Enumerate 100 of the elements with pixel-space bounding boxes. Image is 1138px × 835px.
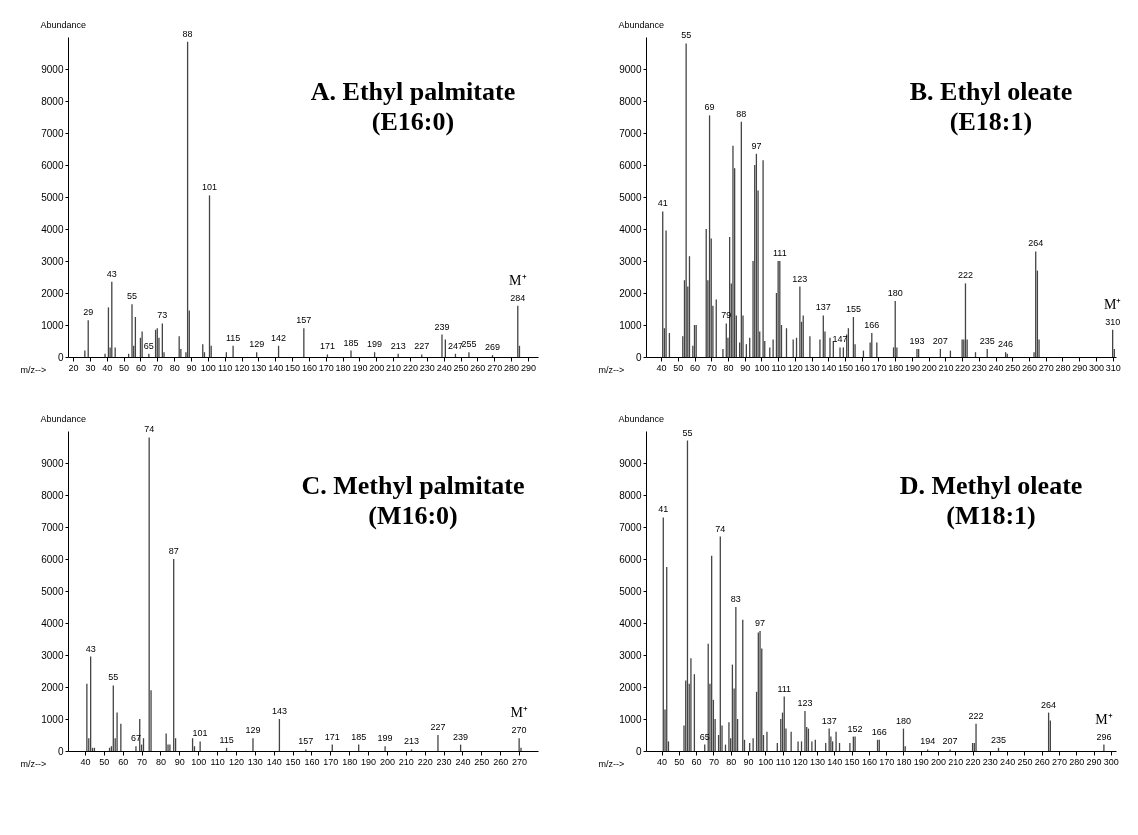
x-tick-label: 170 <box>879 756 895 767</box>
x-tick-label: 150 <box>838 362 854 373</box>
x-tick-label: 160 <box>301 362 317 373</box>
y-tick-label: 8000 <box>41 95 64 107</box>
y-tick-label: 1000 <box>41 713 64 725</box>
annotation: 74 <box>144 424 155 435</box>
annotation: 227 <box>414 341 430 352</box>
y-tick-label: 5000 <box>41 191 64 203</box>
x-tick-label: 300 <box>1088 362 1104 373</box>
y-tick-label: 4000 <box>41 617 64 629</box>
annotation: 43 <box>85 643 96 654</box>
x-tick-label: 130 <box>247 756 263 767</box>
x-axis-title: m/z--> <box>20 758 47 769</box>
x-tick-label: 230 <box>982 756 998 767</box>
annotation: 264 <box>1028 238 1044 249</box>
x-tick-label: 250 <box>1017 756 1033 767</box>
annotation: 222 <box>968 710 984 721</box>
annotation: 270 <box>511 725 527 736</box>
x-tick-label: 290 <box>1086 756 1102 767</box>
text: A. Ethyl palmitate <box>310 77 516 106</box>
annotation: 194 <box>920 736 936 747</box>
x-tick-label: 70 <box>137 756 148 767</box>
annotation: 171 <box>319 341 335 352</box>
x-tick-label: 250 <box>474 756 490 767</box>
y-tick-label: 5000 <box>41 585 64 597</box>
x-tick-label: 200 <box>931 756 947 767</box>
annotation: 88 <box>736 108 747 119</box>
y-tick-label: 8000 <box>619 95 642 107</box>
x-tick-label: 260 <box>493 756 509 767</box>
annotation: 239 <box>453 731 469 742</box>
x-tick-label: 280 <box>504 362 520 373</box>
annotation: 296 <box>1096 731 1112 742</box>
x-tick-label: 240 <box>436 362 452 373</box>
text: (M18:1) <box>946 501 1036 530</box>
y-tick-label: 3000 <box>619 255 642 267</box>
annotation: 55 <box>127 291 138 302</box>
x-tick-label: 60 <box>135 362 146 373</box>
x-tick-label: 250 <box>453 362 469 373</box>
y-tick-label: 8000 <box>41 489 64 501</box>
x-tick-label: 220 <box>417 756 433 767</box>
y-tick-label: 2000 <box>619 681 642 693</box>
x-tick-label: 210 <box>398 756 414 767</box>
x-tick-label: 180 <box>335 362 351 373</box>
x-tick-label: 250 <box>1005 362 1021 373</box>
annotation: 111 <box>772 248 787 258</box>
annotation: 69 <box>704 102 715 113</box>
x-tick-label: 70 <box>152 362 163 373</box>
annotation: 166 <box>871 726 887 737</box>
x-tick-label: 190 <box>352 362 368 373</box>
x-tick-label: 70 <box>706 362 717 373</box>
x-tick-label: 160 <box>304 756 320 767</box>
x-tick-label: 120 <box>228 756 245 767</box>
annotation: 180 <box>895 715 911 726</box>
x-tick-label: 210 <box>948 756 964 767</box>
x-tick-label: 200 <box>369 362 385 373</box>
annotation: 143 <box>271 706 287 716</box>
y-tick-label: 3000 <box>619 649 642 661</box>
annotation: 137 <box>815 302 831 313</box>
x-tick-label: 260 <box>1034 756 1050 767</box>
x-tick-label: 100 <box>758 756 774 767</box>
annotation: 235 <box>979 336 995 346</box>
annotation: 264 <box>1041 699 1057 710</box>
x-tick-label: 290 <box>1072 362 1088 373</box>
y-axis-title: Abundance <box>40 413 87 424</box>
x-tick-label: 180 <box>888 362 904 373</box>
x-tick-label: 190 <box>904 362 920 373</box>
x-tick-label: 150 <box>285 756 301 767</box>
annotation: 255 <box>461 339 477 350</box>
y-tick-label: 9000 <box>619 457 642 469</box>
x-tick-label: 140 <box>827 756 843 767</box>
y-tick-label: 4000 <box>619 617 642 629</box>
annotation: M⁺ <box>510 705 528 721</box>
annotation: 235 <box>990 734 1007 745</box>
x-tick-label: 50 <box>674 756 685 767</box>
y-tick-label: 6000 <box>41 553 64 565</box>
x-tick-label: 120 <box>234 362 250 373</box>
x-tick-label: 240 <box>988 362 1004 373</box>
annotation: 142 <box>271 332 287 343</box>
x-tick-label: 140 <box>268 362 284 373</box>
x-tick-label: 230 <box>419 362 435 373</box>
x-tick-label: 280 <box>1055 362 1071 373</box>
x-tick-label: 270 <box>1051 756 1067 767</box>
annotation: 157 <box>298 736 314 747</box>
x-axis-title: m/z--> <box>598 758 625 769</box>
x-tick-label: 140 <box>821 362 837 373</box>
x-tick-label: 90 <box>174 756 185 767</box>
x-tick-label: 100 <box>191 756 207 767</box>
text: (E18:1) <box>949 107 1033 136</box>
x-tick-label: 20 <box>68 362 79 373</box>
x-tick-label: 210 <box>938 362 954 373</box>
annotation: 199 <box>367 339 383 350</box>
x-tick-label: 270 <box>487 362 503 373</box>
annotation: 43 <box>106 268 117 279</box>
annotation: 129 <box>245 725 261 736</box>
x-tick-label: 80 <box>169 362 180 373</box>
annotation: 207 <box>942 736 958 747</box>
x-tick-label: 40 <box>102 362 113 373</box>
x-tick-label: 50 <box>673 362 684 373</box>
x-tick-label: 90 <box>740 362 751 373</box>
text: D. Methyl oleate <box>899 471 1083 500</box>
